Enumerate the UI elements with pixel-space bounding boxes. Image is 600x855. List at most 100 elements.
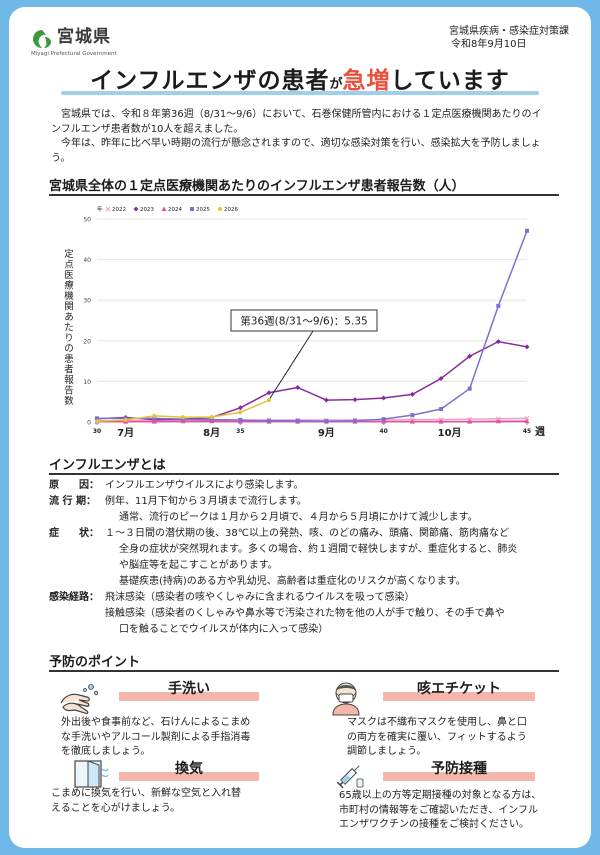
legend-prefix: 年 [97, 205, 103, 213]
data-point-2025 [467, 386, 472, 391]
legend-label: 2024 [168, 207, 182, 213]
issuer-block: 宮城県疾病・感染症対策課 令和8年9月10日 [449, 25, 569, 51]
legend-label: 2026 [224, 207, 238, 213]
y-axis-label-char: 報 [64, 375, 74, 386]
y-tick-label: 10 [83, 379, 91, 386]
about-label-season: 流 行 期： [49, 496, 96, 507]
month-label: 10月 [438, 427, 462, 439]
headline-part-1: インフルエンザの患者 [90, 68, 330, 94]
series-line-2022 [97, 417, 528, 422]
y-tick-label: 40 [83, 257, 91, 264]
handwashing-icon [60, 684, 99, 714]
y-tick-label: 20 [83, 338, 91, 345]
syringe-icon [336, 765, 364, 789]
issuer-department: 宮城県疾病・感染症対策課 [449, 26, 569, 37]
tip-title: 咳エチケット [417, 681, 501, 697]
data-point-2023 [467, 353, 473, 359]
data-point-2024 [467, 419, 473, 424]
legend-marker [190, 207, 194, 211]
open-window-icon [74, 760, 109, 788]
headline-emphasis: 急増 [342, 68, 391, 94]
data-point-2023 [266, 390, 272, 396]
intro-paragraph-1: 宮城県では、令和８年第36週（8/31～9/6）において、石巻保健所管内における… [51, 109, 542, 135]
about-block: 原 因： インフルエンザウイルスにより感染します。 流 行 期： 例年、11月下… [49, 478, 564, 638]
y-axis-label-char: 機 [64, 290, 74, 302]
tip-text: こまめに換気を行い、新鮮な空気と入れ替 えることを心がけましょう。 [51, 788, 241, 814]
prevention-section-title: 予防のポイント [49, 655, 141, 670]
prefecture-logo: 宮城県 Miyagi Prefectural Government [31, 27, 117, 57]
about-text: 接触感染（感染者のくしゃみや鼻水等で汚染された物を他の人が手で触り、その手で鼻や [105, 608, 505, 619]
month-label: 8月 [203, 427, 220, 439]
about-label-cause: 原 因： [49, 480, 99, 491]
data-point-2024 [524, 418, 530, 424]
data-point-2023 [237, 405, 243, 411]
tip-vaccination: 予防接種 65歳以上の方等定期接種の対象となる方は、 市町村の情報等をご確認いた… [329, 759, 569, 839]
data-point-2025 [324, 419, 329, 424]
about-label-route: 感染経路： [49, 592, 99, 603]
data-point-2025 [152, 416, 157, 421]
about-text: 全身の症状が突然現れます。多くの場合、約１週間で軽快しますが、重症化すると、肺炎 [119, 544, 518, 555]
flyer-sheet: 宮城県 Miyagi Prefectural Government 宮城県疾病・… [9, 7, 591, 848]
about-section-title: インフルエンザとは [49, 458, 166, 473]
x-tick-label: 40 [379, 428, 387, 435]
tip-title: 手洗い [168, 681, 210, 697]
y-axis-label-char: 告 [64, 385, 74, 397]
data-point-2022 [524, 415, 530, 421]
y-axis-label-char: 者 [64, 365, 74, 376]
data-point-2025 [181, 417, 185, 422]
data-point-2026 [209, 415, 214, 420]
legend-marker [218, 207, 222, 211]
chart: 0 10 20 30 40 50 定点医療機関あたりの患者報告数 30 35 40 45 7月 8月 9月… [49, 199, 559, 444]
tip-handwashing: 手洗い 外出後や食事前など、石けんによるこまめ な手洗いやアルコール製剤による手… [43, 679, 303, 759]
x-tick-label: 35 [236, 428, 244, 435]
data-point-2026 [152, 413, 157, 418]
y-axis-label-char: 数 [64, 395, 74, 407]
annotation-leader [269, 330, 314, 399]
series-line-2025 [97, 230, 528, 422]
headline-part-2: が [329, 77, 343, 92]
prevention-section-rule [49, 670, 559, 672]
data-point-2026 [181, 415, 185, 420]
data-point-2023 [524, 344, 530, 350]
about-row-route: 感染経路： 飛沫感染（感染者の咳やくしゃみに含まれるウイルスを吸って感染） [49, 590, 564, 606]
data-point-2026 [95, 419, 99, 424]
series-line-2023 [96, 340, 528, 421]
logo-subtitle: Miyagi Prefectural Government [31, 51, 117, 57]
x-tick-label: 30 [93, 428, 101, 435]
data-point-2025 [238, 417, 243, 422]
y-axis-label-char: 患 [64, 353, 74, 365]
masked-person-icon [332, 682, 360, 716]
y-axis-label-char: あ [64, 312, 74, 323]
legend-marker [161, 206, 167, 211]
logo-text: 宮城県 [57, 27, 111, 47]
intro-text: 宮城県では、令和８年第36週（8/31～9/6）において、石巻保健所管内における… [51, 108, 551, 166]
about-label-symptoms: 症 状： [49, 528, 99, 539]
data-point-2024 [438, 419, 444, 424]
about-text: インフルエンザウイルスにより感染します。 [105, 480, 304, 491]
tip-title-bar [383, 772, 535, 781]
y-axis-label-char: の [64, 344, 74, 355]
legend-marker [133, 206, 139, 212]
legend-marker [105, 206, 111, 212]
issue-date: 令和8年9月10日 [451, 39, 527, 50]
y-axis-label-char: た [64, 323, 74, 334]
data-point-2025 [209, 417, 214, 422]
data-point-2023 [409, 391, 415, 397]
chart-section-rule [49, 194, 559, 196]
data-point-2024 [151, 419, 157, 424]
intro-paragraph-2: 今年は、昨年に比べ早い時期の流行が懸念されますので、適切な感染対策を行い、感染拡… [51, 138, 541, 164]
tip-ventilation: 換気 こまめに換気を行い、新鮮な空気と入れ替 えることを心がけましょう。 [43, 759, 303, 829]
legend-label: 2022 [112, 207, 126, 213]
data-point-2023 [495, 339, 501, 345]
tip-title: 予防接種 [431, 761, 487, 777]
y-tick-label: 30 [83, 298, 91, 305]
y-tick-label: 0 [87, 420, 91, 427]
data-point-2025 [525, 228, 529, 233]
data-point-2026 [267, 398, 271, 403]
about-text: 口を触ることでウイルスが体内に入って感染） [119, 624, 329, 635]
about-text: １～３日間の潜伏期の後、38℃以上の発熱、咳、のどの痛み、頭痛、関節痛、筋肉痛な… [105, 528, 509, 539]
month-label: 7月 [117, 427, 134, 439]
y-tick-label: 50 [83, 217, 91, 224]
about-text: 基礎疾患(持病)のある方や乳幼児、高齢者は重症化のリスクが高くなります。 [119, 576, 466, 587]
